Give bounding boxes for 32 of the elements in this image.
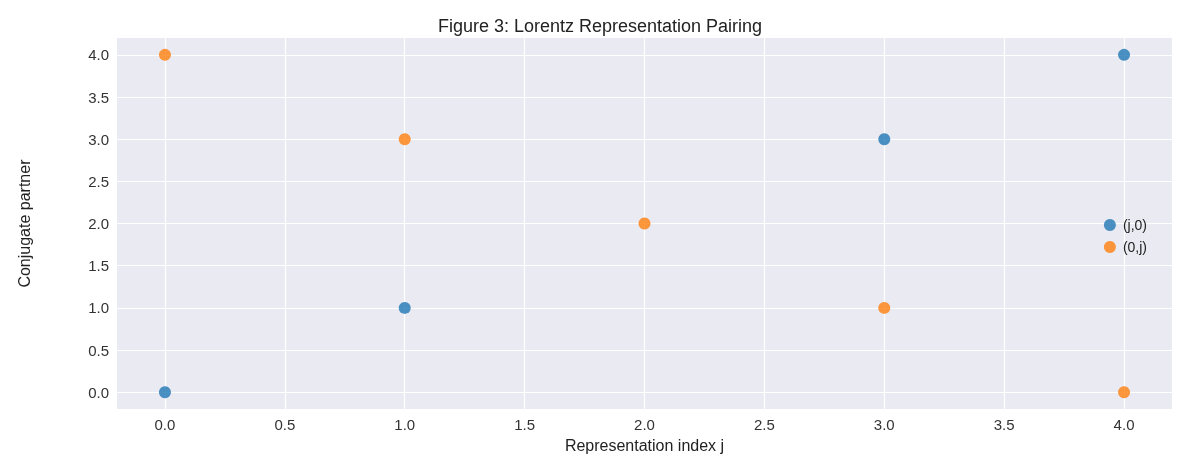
point <box>878 301 891 314</box>
y-tick-label: 0.5 <box>88 341 109 359</box>
y-tick-label: 2.0 <box>88 215 109 233</box>
x-axis-title: Representation index j <box>564 436 725 454</box>
y-tick-label: 1.5 <box>88 257 109 275</box>
point <box>158 48 171 61</box>
chart-title: Figure 3: Lorentz Representation Pairing <box>437 16 763 36</box>
point <box>158 386 171 399</box>
y-tick-label: 3.5 <box>88 88 109 106</box>
y-tick-label: 2.5 <box>88 172 109 190</box>
x-tick-label: 4.0 <box>1113 416 1135 434</box>
x-tick-label: 1.0 <box>394 416 416 434</box>
point <box>398 133 411 146</box>
point <box>878 133 891 146</box>
point <box>398 301 411 314</box>
legend-label: (j,0) <box>1122 217 1148 233</box>
y-tick-label: 4.0 <box>88 46 109 64</box>
x-tick-label: 2.5 <box>753 416 775 434</box>
x-tick-label: 2.0 <box>634 416 655 434</box>
point <box>1118 386 1131 399</box>
y-axis-title: Conjugate partner <box>15 158 33 288</box>
y-tick-label: 0.0 <box>88 383 109 401</box>
x-tick-label: 3.0 <box>873 416 895 434</box>
x-tick-label: 3.5 <box>993 416 1015 434</box>
y-tick-label: 3.0 <box>88 130 109 148</box>
legend-label: (0,j) <box>1122 239 1148 255</box>
x-tick-label: 0.0 <box>154 416 176 434</box>
x-tick-label: 1.5 <box>514 416 536 434</box>
point <box>638 217 651 230</box>
x-tick-label: 0.5 <box>274 416 296 434</box>
y-tick-label: 1.0 <box>88 299 109 317</box>
point <box>1118 48 1131 61</box>
